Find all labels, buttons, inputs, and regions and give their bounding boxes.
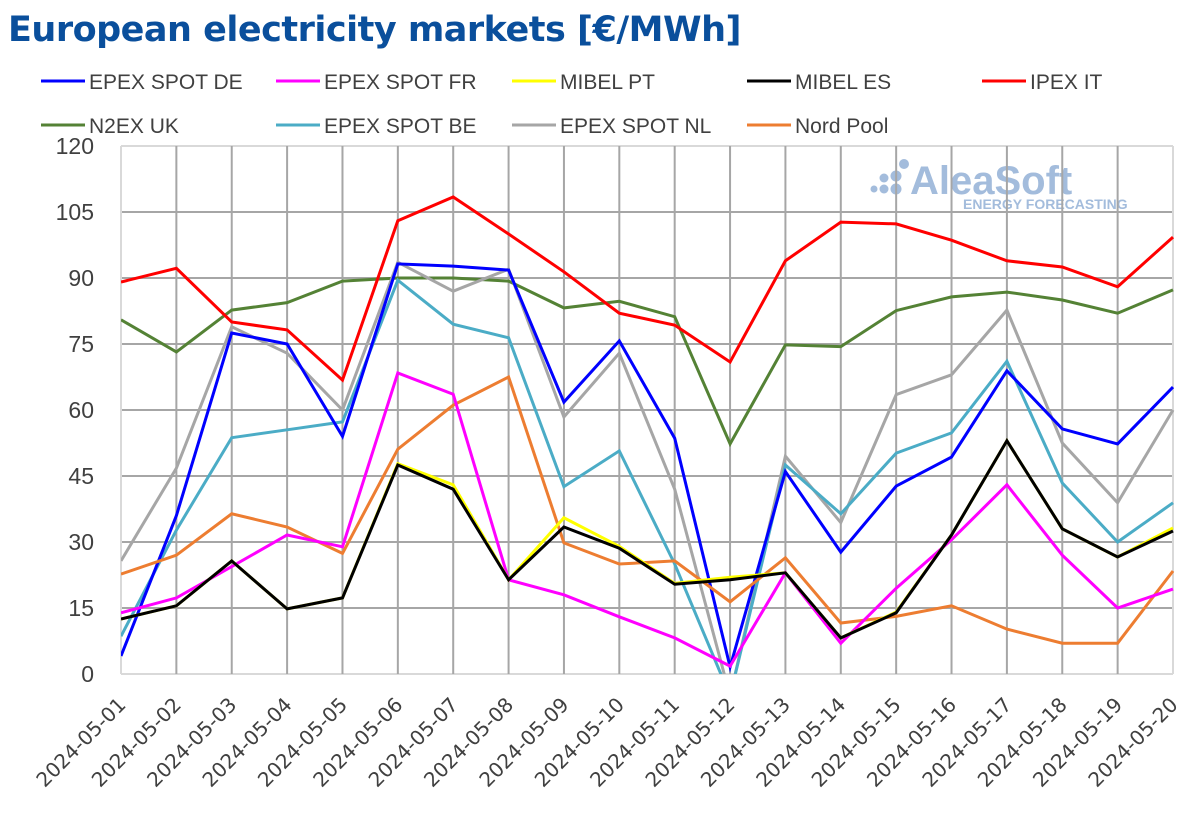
y-tick-label: 120 <box>56 133 94 159</box>
aleasoft-watermark: AleaSoft ENERGY FORECASTING <box>870 159 1128 212</box>
legend-label: IPEX IT <box>1030 71 1103 94</box>
y-tick-label: 105 <box>56 199 94 225</box>
series-line-epex-spot-fr <box>121 371 1174 669</box>
aleasoft-logo-dots-icon <box>870 159 909 195</box>
legend-item: EPEX SPOT DE <box>41 71 243 94</box>
series-line-ipex-it <box>121 195 1175 383</box>
legend-label: EPEX SPOT BE <box>324 115 477 138</box>
legend-item: MIBEL ES <box>747 71 891 94</box>
legend-item: Nord Pool <box>747 115 888 138</box>
legend-label: MIBEL ES <box>795 71 891 94</box>
y-tick-label: 45 <box>68 463 94 489</box>
watermark-brand: AleaSoft <box>910 159 1072 203</box>
y-tick-label: 75 <box>68 331 94 357</box>
series-line-n2ex-uk <box>121 276 1174 448</box>
legend-item: MIBEL PT <box>512 71 655 94</box>
grid <box>120 145 1174 675</box>
legend-label: MIBEL PT <box>560 71 655 94</box>
y-tick-label: 15 <box>68 595 94 621</box>
series-line-epex-spot-de <box>121 262 1175 673</box>
series-line-nord-pool <box>121 374 1175 645</box>
series-line-mibel-es <box>121 437 1174 640</box>
watermark-tagline: ENERGY FORECASTING <box>963 196 1128 212</box>
legend-label: N2EX UK <box>89 115 179 138</box>
legend-label: EPEX SPOT NL <box>560 115 711 138</box>
x-axis: 2024-05-012024-05-022024-05-032024-05-04… <box>31 693 1182 792</box>
legend: EPEX SPOT DE EPEX SPOT FR MIBEL PT MIBEL ES… <box>41 71 1103 138</box>
series-line-epex-spot-be <box>121 277 1174 674</box>
y-tick-label: 90 <box>68 265 94 291</box>
legend-item: IPEX IT <box>982 71 1103 94</box>
legend-item: EPEX SPOT NL <box>512 115 711 138</box>
y-axis: 0 15 30 45 60 75 90 105 120 <box>56 133 94 687</box>
y-tick-label: 60 <box>68 397 94 423</box>
legend-item: EPEX SPOT BE <box>276 115 477 138</box>
legend-label: Nord Pool <box>795 115 888 138</box>
series-lines <box>121 195 1175 674</box>
y-tick-label: 0 <box>81 661 94 687</box>
legend-label: EPEX SPOT DE <box>89 71 243 94</box>
legend-label: EPEX SPOT FR <box>324 71 477 94</box>
legend-item: N2EX UK <box>41 115 179 138</box>
legend-item: EPEX SPOT FR <box>276 71 477 94</box>
series-line-epex-spot-nl <box>121 260 1175 674</box>
chart-title: European electricity markets [€/MWh] <box>8 10 741 50</box>
y-tick-label: 30 <box>68 529 94 555</box>
